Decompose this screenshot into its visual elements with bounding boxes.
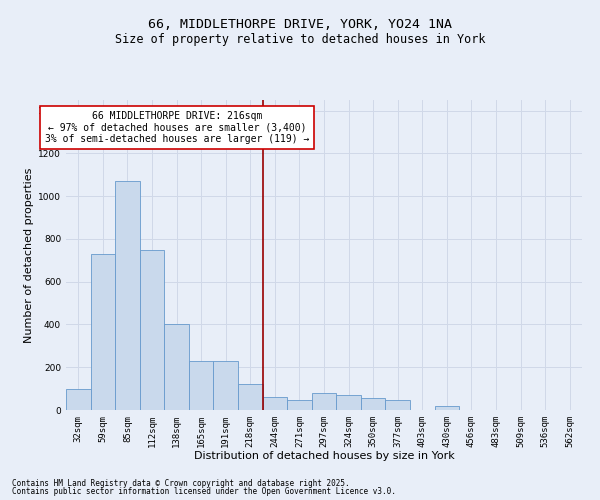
X-axis label: Distribution of detached houses by size in York: Distribution of detached houses by size … <box>194 452 454 462</box>
Bar <box>238 384 263 410</box>
Bar <box>140 250 164 410</box>
Text: Contains HM Land Registry data © Crown copyright and database right 2025.: Contains HM Land Registry data © Crown c… <box>12 478 350 488</box>
Bar <box>385 400 410 410</box>
Bar <box>66 388 91 410</box>
Y-axis label: Number of detached properties: Number of detached properties <box>24 168 34 342</box>
Bar <box>263 397 287 410</box>
Bar <box>336 395 361 410</box>
Bar <box>115 181 140 410</box>
Bar <box>312 393 336 410</box>
Text: 66, MIDDLETHORPE DRIVE, YORK, YO24 1NA: 66, MIDDLETHORPE DRIVE, YORK, YO24 1NA <box>148 18 452 30</box>
Text: 66 MIDDLETHORPE DRIVE: 216sqm
← 97% of detached houses are smaller (3,400)
3% of: 66 MIDDLETHORPE DRIVE: 216sqm ← 97% of d… <box>45 111 309 144</box>
Bar <box>434 406 459 410</box>
Text: Size of property relative to detached houses in York: Size of property relative to detached ho… <box>115 32 485 46</box>
Bar <box>214 361 238 410</box>
Bar <box>164 324 189 410</box>
Bar <box>91 254 115 410</box>
Bar <box>189 361 214 410</box>
Bar <box>287 400 312 410</box>
Text: Contains public sector information licensed under the Open Government Licence v3: Contains public sector information licen… <box>12 487 396 496</box>
Bar <box>361 398 385 410</box>
